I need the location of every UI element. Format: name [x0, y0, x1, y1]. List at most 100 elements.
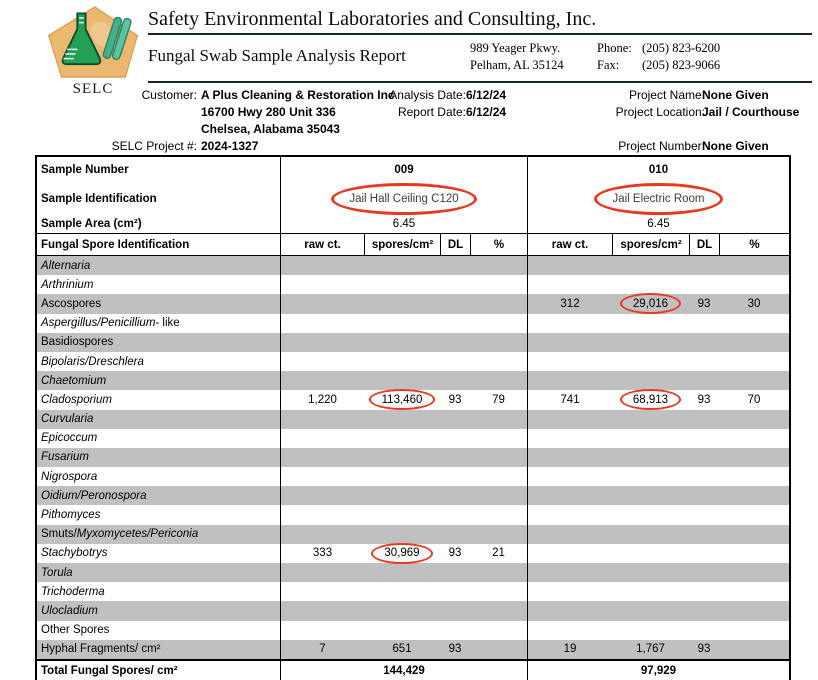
s1-spores-cell: [364, 448, 440, 467]
table-row: Smuts/Myxomycetes/Periconia: [37, 524, 789, 544]
project-name: None Given: [702, 88, 769, 102]
s2-pct-cell: [719, 467, 789, 486]
logo-caption: SELC: [72, 81, 114, 97]
total-label: Total Fungal Spores/ cm²: [41, 664, 178, 677]
project-number-label: Project Number:: [618, 139, 705, 153]
project-location: Jail / Courthouse: [702, 105, 800, 119]
s1-dl-cell: [440, 621, 470, 640]
analysis-date-label: Analysis Date:: [389, 88, 466, 102]
red-circle-annotation: [619, 389, 682, 411]
s1-spores-cell: 113,460: [364, 389, 440, 411]
s2-raw-ct-cell: [527, 332, 612, 352]
s2-raw-ct-cell: [527, 447, 612, 468]
s1-dl-cell: [440, 429, 470, 448]
s1-raw-ct-cell: [280, 620, 364, 640]
header-dl-s2: DL: [689, 234, 719, 255]
s2-spores-cell: [612, 467, 689, 486]
table-row: Other Spores: [37, 620, 789, 640]
report-date-label: Report Date:: [397, 105, 466, 119]
species-name: Fusarium: [41, 451, 89, 464]
s2-spores-cell: [612, 486, 689, 505]
project-name-label: Project Name:: [628, 88, 705, 102]
species-name: Pithomyces: [41, 509, 101, 522]
s2-dl-cell: [689, 352, 719, 371]
s2-spores-cell: [612, 256, 689, 275]
s1-pct-cell: [470, 429, 527, 448]
s2-spores-cell: 68,913: [612, 389, 689, 411]
table-row: Oidium/Peronospora: [37, 486, 789, 506]
sample-id-2: Jail Electric Room: [527, 182, 789, 215]
s2-spores-cell: [612, 563, 689, 582]
fax-line: Fax: (205) 823-9066: [597, 57, 720, 74]
s2-pct-cell: [719, 352, 789, 371]
table-row: Ulocladium: [37, 601, 789, 621]
s1-dl-cell: [440, 505, 470, 524]
s2-dl-cell: [689, 467, 719, 486]
s2-dl-cell: [689, 544, 719, 563]
total-spores-s1: 144,429: [280, 660, 527, 680]
s2-dl-cell: [689, 448, 719, 467]
species-name: Stachybotrys: [41, 547, 108, 560]
s2-raw-ct-cell: [527, 563, 612, 583]
species-name: Torula: [41, 566, 73, 579]
s2-pct-cell: [719, 371, 789, 390]
sample-area-1: 6.45: [280, 214, 527, 233]
s1-spores-cell: 651: [392, 643, 412, 656]
s2-spores-cell: 29,016: [612, 293, 689, 315]
fax-label: Fax:: [597, 58, 620, 72]
s1-pct-cell: [470, 410, 527, 429]
s1-pct-cell: [470, 314, 527, 333]
header-pct-s1: %: [470, 234, 527, 255]
s2-spores-cell: [612, 429, 689, 448]
s2-raw-ct-cell: [527, 620, 612, 640]
s2-pct-cell: [719, 410, 789, 429]
s1-spores-cell: [364, 275, 440, 294]
report-title: Fungal Swab Sample Analysis Report: [148, 46, 406, 65]
s2-dl-cell: [689, 275, 719, 294]
species-name: Nigrospora: [41, 470, 98, 483]
s1-dl-cell: [440, 256, 470, 275]
red-circle-annotation: [368, 389, 436, 411]
s2-spores-cell: [612, 352, 689, 371]
s2-raw-ct-cell: [527, 428, 612, 448]
s2-pct-cell: [719, 275, 789, 294]
s1-dl-cell: [440, 467, 470, 486]
customer-address1: 16700 Hwy 280 Unit 336: [201, 105, 336, 119]
s2-raw-ct-cell: [527, 601, 612, 621]
s1-dl-cell: [440, 294, 470, 313]
project-number: None Given: [702, 139, 769, 153]
s2-raw-ct-cell: 741: [527, 390, 612, 410]
s1-dl-cell: [440, 410, 470, 429]
table-row: Ascospores 312 29,016 93 30: [37, 293, 789, 315]
header-raw-ct-s2: raw ct.: [527, 234, 612, 255]
customer-label: Customer:: [141, 88, 197, 102]
s2-raw-ct-cell: [527, 486, 612, 506]
s1-pct-cell: [470, 525, 527, 544]
species-name: Epicoccum: [41, 432, 98, 445]
table-row: Arthrinium: [37, 275, 789, 295]
address-line2: Pelham, AL 35124: [470, 58, 564, 72]
s1-spores-cell: [364, 410, 440, 429]
s1-spores-cell: [364, 256, 440, 275]
s1-pct-cell: [470, 621, 527, 640]
s2-pct-cell: [719, 525, 789, 544]
flask-icon: [61, 12, 102, 66]
s1-dl-cell: [440, 333, 470, 352]
species-name: Curvularia: [41, 413, 94, 426]
s1-raw-ct-cell: 7: [280, 639, 364, 659]
s1-dl-cell: [440, 275, 470, 294]
lab-address: 989 Yeager Pkwy. Pelham, AL 35124: [470, 40, 564, 74]
phone-line: Phone: (205) 823-6200: [597, 40, 720, 57]
s1-raw-ct-cell: [280, 409, 364, 429]
table-row: Bipolaris/Dreschlera: [37, 351, 789, 372]
table-row: Alternaria: [37, 256, 789, 276]
sample-number-1: 009: [280, 157, 527, 183]
s1-dl-cell: [440, 448, 470, 467]
s2-dl-cell: [689, 505, 719, 524]
s1-spores-cell: [364, 467, 440, 486]
red-circle-annotation: [371, 542, 433, 564]
table-row: Stachybotrys 333 30,969 93 21: [37, 542, 789, 564]
s2-spores-cell: [612, 505, 689, 524]
s2-pct-cell: [719, 640, 789, 659]
address-line1: 989 Yeager Pkwy.: [470, 41, 561, 55]
